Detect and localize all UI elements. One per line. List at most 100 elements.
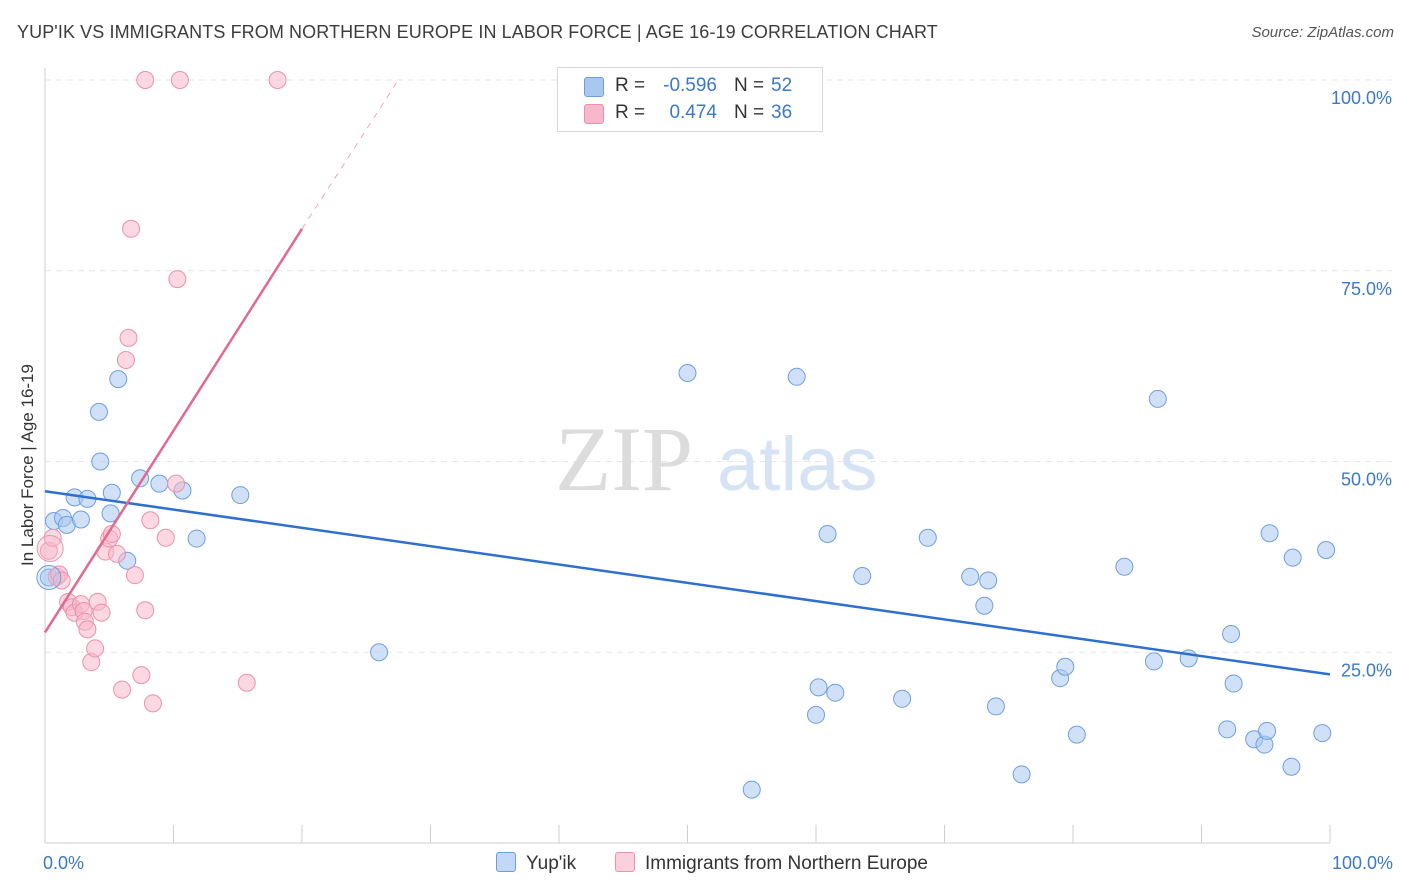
- yupik-point: [1313, 724, 1332, 743]
- northern-europe-point: [167, 474, 186, 493]
- legend-r-value: 0.474: [669, 102, 717, 123]
- yupik-point: [91, 452, 110, 471]
- northern-europe-point: [170, 71, 189, 89]
- x-tick-label: 100.0%: [1332, 853, 1393, 873]
- northern-europe-point: [268, 71, 287, 89]
- legend: R = -0.596 N = 52 R = 0.474 N = 36: [557, 67, 823, 132]
- northern-europe-point: [92, 603, 111, 622]
- yupik-point: [187, 529, 206, 548]
- yupik-point: [1148, 389, 1167, 408]
- y-tick-label: 75.0%: [1341, 279, 1392, 299]
- yupik-point: [1260, 524, 1279, 543]
- yupik-point: [1282, 757, 1301, 776]
- y-tick-label: 25.0%: [1341, 660, 1392, 680]
- grid-layer: [45, 79, 1392, 653]
- axis-layer: [44, 68, 1331, 844]
- yupik-point: [109, 370, 128, 389]
- yupik-point: [975, 596, 994, 615]
- northern-europe-point: [78, 620, 97, 639]
- yupik-point: [1115, 557, 1134, 576]
- yupik-point: [918, 528, 937, 547]
- legend-r-value: -0.596: [663, 75, 717, 96]
- tick-labels-layer: 25.0% 50.0% 75.0% 100.0% 0.0% 100.0%: [43, 88, 1393, 873]
- northern-europe-point: [125, 566, 144, 585]
- northern-europe-point: [143, 694, 162, 713]
- yupik-point: [853, 566, 872, 585]
- legend-swatch-pink: [584, 104, 604, 124]
- yupik-point: [1056, 657, 1075, 676]
- y-tick-label: 100.0%: [1331, 88, 1392, 108]
- yupik-point: [71, 510, 90, 529]
- chart-title: YUP'IK VS IMMIGRANTS FROM NORTHERN EUROP…: [17, 22, 938, 42]
- yupik-point: [150, 474, 169, 493]
- legend-n-label: N =: [734, 102, 765, 123]
- legend-r-label: R =: [615, 102, 646, 123]
- bottom-legend-label-northern-europe: Immigrants from Northern Europe: [645, 853, 928, 874]
- northern-europe-point: [122, 219, 141, 238]
- watermark-zip: ZIP: [555, 408, 693, 510]
- x-tick-label: 0.0%: [43, 853, 84, 873]
- northern-europe-point: [113, 680, 132, 699]
- legend-n-label: N =: [734, 75, 765, 96]
- yupik-point: [893, 689, 912, 708]
- yupik-point: [101, 504, 120, 523]
- yupik-point: [826, 683, 845, 702]
- northern-europe-point: [116, 351, 135, 370]
- northern-europe-point: [156, 528, 175, 547]
- northern-europe-point: [52, 571, 71, 590]
- yupik-point: [1317, 541, 1336, 560]
- northern-europe-point: [43, 528, 62, 547]
- northern-europe-point: [168, 270, 187, 289]
- northern-europe-point: [132, 666, 151, 685]
- yupik-point: [807, 705, 825, 724]
- yupik-point: [131, 469, 150, 488]
- legend-n-value: 52: [771, 75, 793, 96]
- northern-europe-point: [237, 673, 256, 692]
- points-layer: [36, 71, 1336, 799]
- legend-n-value: 36: [771, 102, 793, 123]
- legend-r-label: R =: [615, 75, 646, 96]
- yupik-trend-line: [44, 490, 1331, 676]
- yupik-point: [809, 678, 828, 697]
- northern-europe-trend-line: [301, 79, 399, 230]
- legend-swatch-blue: [584, 77, 604, 97]
- yupik-point: [1067, 725, 1086, 744]
- bottom-legend-swatch-pink: [615, 852, 635, 872]
- northern-europe-point: [136, 601, 155, 620]
- yupik-point: [89, 402, 108, 421]
- northern-europe-point: [141, 511, 160, 530]
- yupik-point: [1258, 721, 1277, 740]
- yupik-point: [1222, 624, 1241, 643]
- yupik-point: [961, 567, 980, 586]
- yupik-point: [742, 780, 761, 799]
- yupik-point: [1144, 652, 1163, 671]
- bottom-legend-swatch-blue: [496, 852, 516, 872]
- yupik-point: [370, 643, 389, 662]
- northern-europe-trend-line: [43, 228, 304, 634]
- yupik-point: [1218, 720, 1237, 739]
- northern-europe-point: [136, 71, 155, 89]
- bottom-legend-northern-europe: Immigrants from Northern Europe: [615, 852, 928, 875]
- yupik-point: [231, 486, 250, 505]
- bottom-legend-label-yupik: Yup'ik: [526, 853, 577, 874]
- trend-lines-layer: [43, 79, 1331, 676]
- northern-europe-point: [107, 544, 126, 563]
- yupik-point: [678, 363, 697, 382]
- watermark-atlas: atlas: [717, 422, 878, 507]
- watermark: ZIP atlas: [555, 408, 878, 510]
- yupik-point: [1012, 765, 1031, 784]
- yupik-point: [986, 697, 1005, 716]
- northern-europe-point: [119, 328, 138, 347]
- bottom-legend-yupik: Yup'ik: [496, 852, 576, 875]
- yupik-point: [1224, 674, 1243, 693]
- yupik-point: [979, 571, 998, 590]
- y-tick-label: 50.0%: [1341, 470, 1392, 490]
- source-label: Source: ZipAtlas.com: [1251, 24, 1394, 41]
- yupik-point: [36, 564, 62, 590]
- yupik-point: [818, 524, 837, 543]
- yupik-point: [787, 367, 806, 386]
- northern-europe-point: [86, 639, 105, 658]
- northern-europe-point: [36, 534, 64, 562]
- yupik-point: [1283, 548, 1302, 567]
